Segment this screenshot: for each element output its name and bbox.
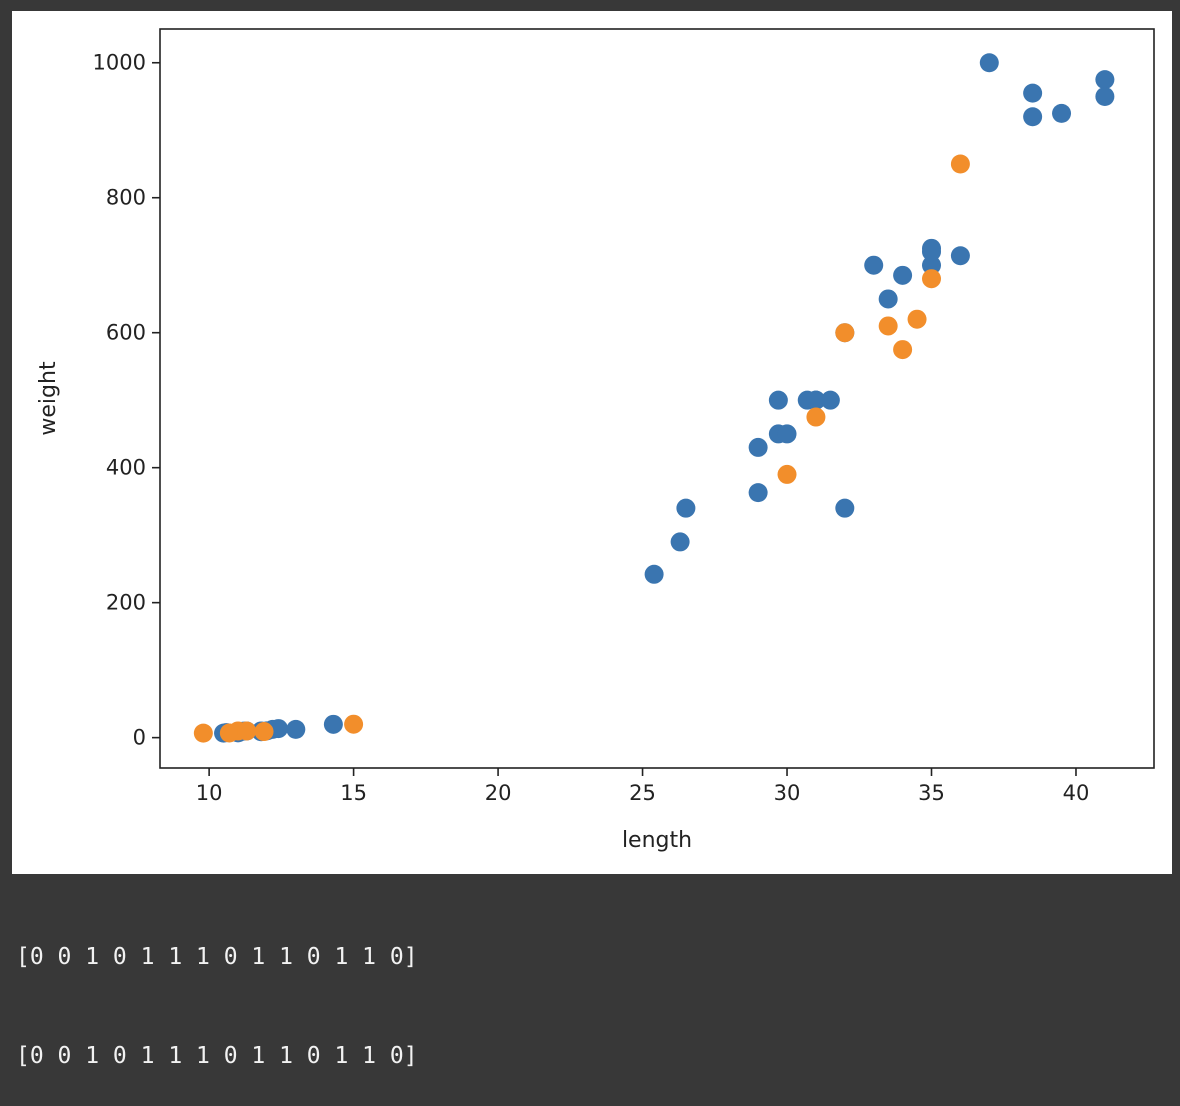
y-tick-label: 400	[106, 456, 146, 480]
data-point-series-0	[835, 498, 855, 518]
data-point-series-0	[748, 437, 768, 457]
y-axis-label: weight	[36, 361, 61, 436]
y-tick-label: 800	[106, 186, 146, 210]
data-point-series-1	[950, 154, 970, 174]
data-point-series-0	[777, 424, 797, 444]
data-point-series-0	[950, 246, 970, 266]
data-point-series-1	[907, 309, 927, 329]
x-tick-label: 15	[340, 781, 367, 805]
data-point-series-0	[864, 255, 884, 275]
y-tick-label: 1000	[93, 51, 146, 75]
data-point-series-1	[777, 464, 797, 484]
axes-frame	[159, 28, 1155, 769]
data-point-series-1	[878, 316, 898, 336]
data-point-series-1	[344, 714, 364, 734]
data-point-series-0	[878, 289, 898, 309]
data-point-series-0	[748, 483, 768, 503]
x-tick-label: 40	[1063, 781, 1090, 805]
output-line: [0 0 1 0 1 1 1 0 1 1 0 1 1 0]	[16, 944, 418, 970]
y-tick-label: 600	[106, 321, 146, 345]
data-point-series-0	[806, 390, 826, 410]
data-point-series-0	[644, 564, 664, 584]
x-tick-label: 35	[918, 781, 945, 805]
data-point-series-0	[1023, 107, 1043, 127]
data-point-series-0	[820, 390, 840, 410]
y-axis-ticks: 0 200 400 600 800 1000	[93, 51, 160, 750]
data-point-series-0	[768, 390, 788, 410]
data-point-series-0	[1052, 103, 1072, 123]
x-tick-label: 25	[629, 781, 656, 805]
data-point-series-1	[922, 269, 942, 289]
data-point-series-0	[323, 714, 343, 734]
plot-panel: 10 15 20 25 30 35 40 0 200 400 600 800 1000 length …	[12, 11, 1172, 874]
data-point-series-0	[1023, 83, 1043, 103]
output-line: [0 0 1 0 1 1 1 0 1 1 0 1 1 0]	[16, 1043, 418, 1069]
data-point-series-1	[806, 407, 826, 427]
data-point-series-1	[193, 723, 213, 743]
x-axis-ticks: 10 15 20 25 30 35 40	[196, 768, 1090, 805]
data-point-series-0	[1095, 70, 1115, 90]
data-point-series-0	[676, 498, 696, 518]
data-point-series-0	[670, 532, 690, 552]
data-point-series-0	[922, 255, 942, 275]
cell-output: [0 0 1 0 1 1 1 0 1 1 0 1 1 0] [0 0 1 0 1…	[16, 875, 418, 1106]
data-point-series-0	[1095, 86, 1115, 106]
data-point-series-0	[268, 719, 288, 739]
data-point-series-1	[893, 340, 913, 360]
data-point-series-0	[286, 719, 306, 739]
data-point-series-0	[922, 242, 942, 262]
data-point-series-1	[254, 722, 274, 742]
plot-marks	[193, 53, 1115, 743]
y-tick-label: 200	[106, 591, 146, 615]
x-axis-label: length	[622, 828, 692, 853]
data-point-series-0	[893, 265, 913, 285]
data-point-series-1	[835, 323, 855, 343]
data-point-series-1	[237, 721, 257, 741]
data-point-series-0	[979, 53, 999, 73]
x-tick-label: 20	[485, 781, 512, 805]
x-tick-label: 30	[774, 781, 801, 805]
x-tick-label: 10	[196, 781, 223, 805]
y-tick-label: 0	[133, 726, 146, 750]
